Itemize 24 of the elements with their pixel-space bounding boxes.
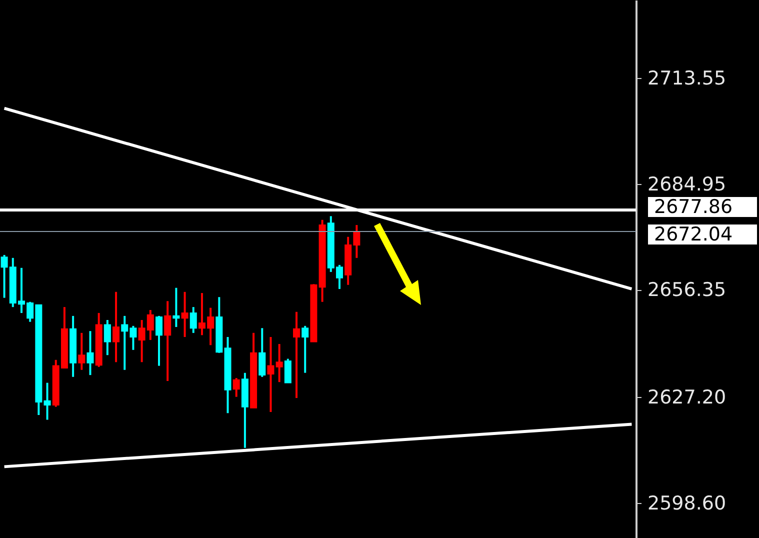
candlestick <box>104 318 111 356</box>
candlestick <box>164 300 172 382</box>
candlestick <box>302 324 309 374</box>
y-tick-label: 2684.95 <box>648 173 726 196</box>
candlestick <box>172 286 180 328</box>
candlestick <box>267 336 274 413</box>
candlestick <box>156 314 162 367</box>
candlestick <box>78 332 86 371</box>
candlestick <box>181 290 188 338</box>
candlestick <box>284 358 292 384</box>
candlestick <box>112 290 120 364</box>
y-tick-label: 2627.20 <box>648 386 726 409</box>
ref-line-label: 2677.86 <box>654 196 733 218</box>
candlestick <box>190 306 197 334</box>
ref-line-label: 2672.04 <box>654 224 733 246</box>
y-tick-label: 2598.60 <box>648 492 726 514</box>
candlestick <box>258 327 266 378</box>
candlestick <box>44 382 51 421</box>
candlestick <box>86 330 94 376</box>
candlestick <box>293 310 300 399</box>
candlestick <box>276 343 283 384</box>
y-tick-label: 2713.55 <box>648 68 726 90</box>
y-tick-label: 2656.35 <box>648 279 726 302</box>
candlestick <box>232 377 240 398</box>
